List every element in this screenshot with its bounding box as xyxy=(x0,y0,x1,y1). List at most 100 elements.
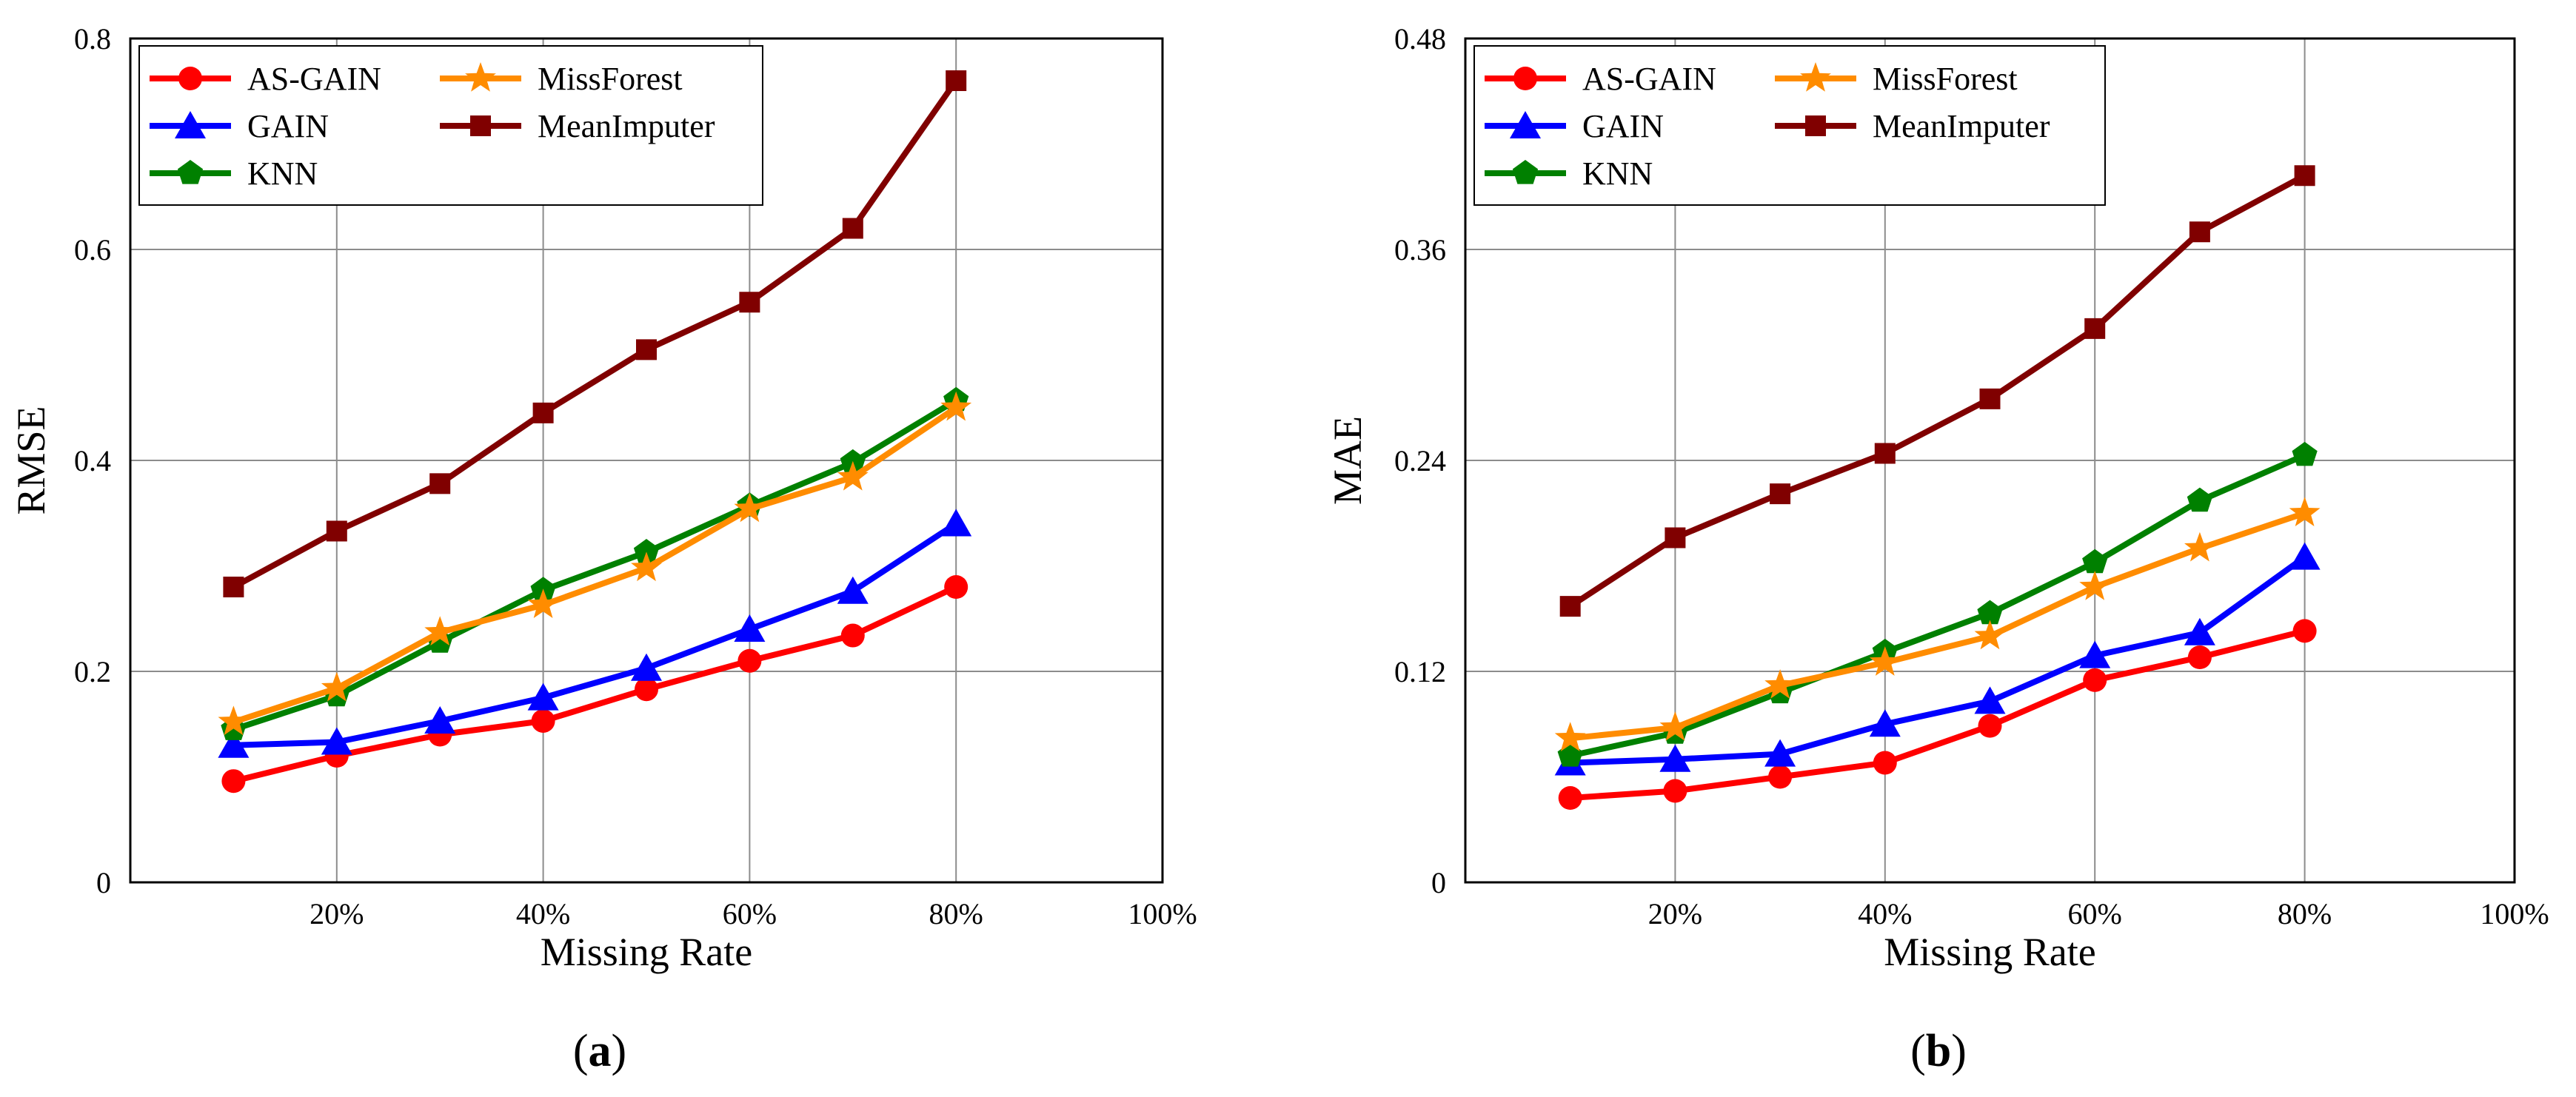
y-axis-label: RMSE xyxy=(9,406,53,514)
data-point-missforest xyxy=(837,460,869,491)
data-point-missforest xyxy=(321,671,352,702)
data-point-meanimputer xyxy=(1874,443,1896,464)
y-tick-label: 0.8 xyxy=(74,22,111,56)
legend-label-meanimputer: MeanImputer xyxy=(538,108,715,144)
legend-marker-gain xyxy=(1510,111,1541,138)
legend-label-as-gain: AS-GAIN xyxy=(247,61,381,97)
legend-marker-gain xyxy=(175,111,206,138)
data-point-missforest xyxy=(527,588,559,618)
data-point-as-gain xyxy=(221,769,246,794)
data-point-meanimputer xyxy=(1665,527,1686,548)
data-point-meanimputer xyxy=(2189,221,2210,243)
data-point-gain xyxy=(1869,709,1901,737)
data-point-knn xyxy=(2187,487,2212,512)
y-tick-label: 0.4 xyxy=(74,444,111,477)
y-tick-label: 0 xyxy=(96,866,111,899)
data-point-missforest xyxy=(940,391,972,421)
y-tick-label: 0 xyxy=(1431,866,1446,899)
legend-label-knn: KNN xyxy=(247,155,318,192)
legend: AS-GAIN MissForest GAIN MeanImputer KNN xyxy=(138,45,763,206)
data-point-missforest xyxy=(1659,711,1691,741)
x-tick-label: 40% xyxy=(516,897,570,930)
data-point-missforest xyxy=(1974,620,2006,650)
data-point-gain xyxy=(631,653,662,681)
data-point-missforest xyxy=(1554,722,1586,751)
data-point-knn xyxy=(1977,600,2003,625)
data-point-gain xyxy=(734,614,766,642)
series-line-missforest xyxy=(232,405,958,725)
data-point-as-gain xyxy=(2083,668,2107,692)
data-point-missforest xyxy=(2289,497,2321,526)
y-tick-label: 0.12 xyxy=(1394,655,1446,688)
series-line-gain xyxy=(1570,554,2306,766)
data-point-as-gain xyxy=(1558,786,1582,810)
legend-marker-knn xyxy=(177,160,204,184)
legend-marker-as-gain xyxy=(1513,67,1537,90)
data-point-meanimputer xyxy=(842,218,863,239)
data-point-as-gain xyxy=(840,623,865,648)
data-point-meanimputer xyxy=(1979,388,2001,409)
data-point-as-gain xyxy=(737,648,762,673)
series-line-knn xyxy=(1569,452,2306,759)
y-tick-label: 0.2 xyxy=(74,655,111,688)
series-line-meanimputer xyxy=(1568,172,2306,609)
data-point-knn xyxy=(1557,742,1583,767)
x-tick-label: 80% xyxy=(929,897,983,930)
data-point-missforest xyxy=(734,492,766,523)
plot-frame xyxy=(129,37,1164,884)
legend-label-meanimputer: MeanImputer xyxy=(1873,108,2050,144)
data-point-knn xyxy=(2082,548,2108,574)
y-axis-label: MAE xyxy=(1325,416,1370,505)
series-line-as-gain xyxy=(1570,628,2306,801)
legend: AS-GAIN MissForest GAIN MeanImputer KNN xyxy=(1473,45,2106,206)
data-point-gain xyxy=(424,705,456,734)
data-point-meanimputer xyxy=(1770,483,1791,505)
data-point-as-gain xyxy=(2292,619,2317,643)
data-point-meanimputer xyxy=(2084,318,2106,339)
y-tick-label: 0.36 xyxy=(1394,233,1446,266)
legend-marker-missforest xyxy=(465,62,496,92)
legend-label-gain: GAIN xyxy=(247,108,329,144)
data-point-gain xyxy=(1974,686,2006,714)
data-point-meanimputer xyxy=(532,402,554,423)
data-point-missforest xyxy=(2184,531,2215,562)
chart-panel-a: 0 0.2 0.4 0.6 0.8 20% 40% 60% 80% 100% Missing Rat… xyxy=(9,22,1197,1076)
data-point-missforest xyxy=(631,551,662,582)
data-point-as-gain xyxy=(635,677,658,702)
data-point-missforest xyxy=(218,705,250,736)
data-point-gain xyxy=(837,576,869,604)
series-line-knn xyxy=(232,397,958,733)
data-point-missforest xyxy=(1764,669,1796,699)
legend-label-missforest: MissForest xyxy=(538,61,683,97)
x-tick-label: 80% xyxy=(2278,897,2332,930)
legend-label-gain: GAIN xyxy=(1582,108,1664,144)
data-point-knn xyxy=(2292,441,2318,466)
data-point-missforest xyxy=(2079,571,2111,600)
data-point-as-gain xyxy=(2187,645,2212,669)
y-tick-label: 0.24 xyxy=(1394,444,1446,477)
data-point-meanimputer xyxy=(429,473,451,494)
legend-label-missforest: MissForest xyxy=(1873,61,2018,97)
chart-panel-b: 0 0.12 0.24 0.36 0.48 20% 40% 60% 80% 100% Missing… xyxy=(1325,22,2549,1076)
data-point-gain xyxy=(2079,640,2111,668)
data-point-as-gain xyxy=(531,708,555,733)
data-point-gain xyxy=(527,682,559,711)
data-point-gain xyxy=(2289,542,2321,570)
data-point-as-gain xyxy=(1978,714,2002,738)
data-point-gain xyxy=(321,727,352,755)
data-point-knn xyxy=(633,539,660,563)
data-point-as-gain xyxy=(1663,779,1687,803)
data-point-meanimputer xyxy=(946,70,967,91)
data-point-gain xyxy=(218,730,250,758)
legend-marker-as-gain xyxy=(178,67,202,90)
data-point-meanimputer xyxy=(739,292,760,313)
data-point-gain xyxy=(940,509,972,537)
x-tick-label: 40% xyxy=(1858,897,1912,930)
data-point-as-gain xyxy=(1873,751,1897,775)
series-line-as-gain xyxy=(232,584,957,785)
legend-marker-knn xyxy=(1512,160,1539,184)
x-tick-label: 20% xyxy=(1648,897,1702,930)
series-line-missforest xyxy=(1570,510,2306,742)
x-tick-label: 100% xyxy=(1128,897,1197,930)
